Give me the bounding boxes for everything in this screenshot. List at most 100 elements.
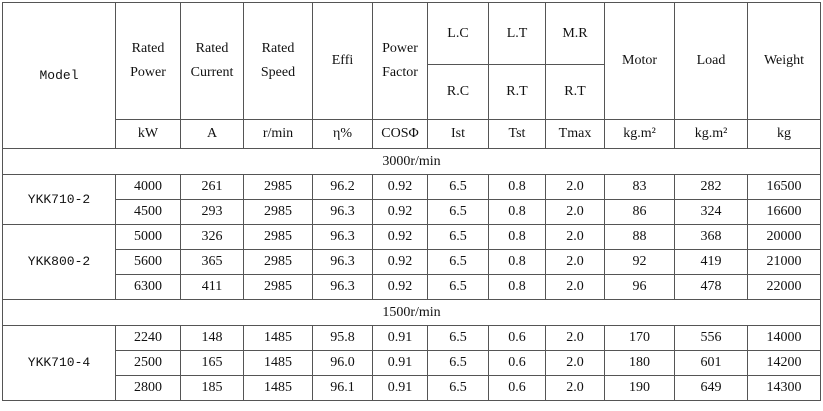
header-line: Speed bbox=[260, 65, 296, 80]
data-cell: 2.0 bbox=[545, 224, 605, 250]
data-cell: 326 bbox=[180, 224, 244, 250]
data-cell: 6.5 bbox=[427, 249, 489, 275]
data-cell: 6.5 bbox=[427, 274, 489, 300]
data-cell: 2.0 bbox=[545, 350, 605, 376]
data-cell: 2.0 bbox=[545, 375, 605, 401]
data-cell: 14200 bbox=[747, 350, 821, 376]
data-cell: 6.5 bbox=[427, 350, 489, 376]
table-row: 2800 185 1485 96.1 0.91 6.5 0.6 2.0 190 649 14300 bbox=[3, 375, 821, 401]
table-row: YKK710-4 2240 148 1485 95.8 0.91 6.5 0.6 2.0 170 5… bbox=[2, 325, 821, 401]
data-cell: 324 bbox=[674, 199, 748, 225]
data-cell: 0.6 bbox=[488, 325, 546, 351]
data-cell: 1485 bbox=[243, 325, 313, 351]
unit-cell: kg.m² bbox=[604, 119, 675, 149]
data-cell: 282 bbox=[674, 174, 748, 200]
data-cell: 0.8 bbox=[488, 224, 546, 250]
header-cell: Model bbox=[2, 2, 116, 149]
table-row: 4500 293 2985 96.3 0.92 6.5 0.8 2.0 86 324 16600 bbox=[3, 199, 821, 225]
data-cell: 0.91 bbox=[372, 375, 428, 401]
table-body: Model Rated Power Rated Current Rated Speed Eff… bbox=[2, 2, 821, 401]
unit-cell: r/min bbox=[243, 119, 313, 149]
data-cell: 2800 bbox=[115, 375, 181, 401]
data-cell: 2.0 bbox=[545, 199, 605, 225]
header-cell: M.R bbox=[545, 2, 605, 65]
header-line: Rated bbox=[131, 41, 165, 56]
data-cell: 6.5 bbox=[427, 174, 489, 200]
header-cell: Rated Current bbox=[180, 2, 244, 120]
header-cell: Weight bbox=[747, 2, 821, 120]
spec-table: Model Rated Power Rated Current Rated Speed Eff… bbox=[2, 2, 821, 401]
data-cell: 0.6 bbox=[488, 350, 546, 376]
data-cell: 6300 bbox=[115, 274, 181, 300]
header-line: Rated bbox=[261, 41, 295, 56]
header-cell: Rated Speed bbox=[243, 2, 313, 120]
data-cell: 96.1 bbox=[312, 375, 373, 401]
data-cell: 14300 bbox=[747, 375, 821, 401]
data-cell: 556 bbox=[674, 325, 748, 351]
data-cell: 0.92 bbox=[372, 224, 428, 250]
data-cell: 4500 bbox=[115, 199, 181, 225]
data-cell: 16600 bbox=[747, 199, 821, 225]
data-cell: 148 bbox=[180, 325, 244, 351]
unit-cell: η% bbox=[312, 119, 373, 149]
data-cell: 0.92 bbox=[372, 174, 428, 200]
unit-cell: Ist bbox=[427, 119, 489, 149]
data-cell: 261 bbox=[180, 174, 244, 200]
data-cell: 95.8 bbox=[312, 325, 373, 351]
data-cell: 96.3 bbox=[312, 224, 373, 250]
header-line: Rated bbox=[195, 41, 229, 56]
header-cell: L.T bbox=[488, 2, 546, 65]
unit-cell: A bbox=[180, 119, 244, 149]
data-cell: 0.8 bbox=[488, 274, 546, 300]
data-cell: 22000 bbox=[747, 274, 821, 300]
data-cell: 6.5 bbox=[427, 325, 489, 351]
data-cell: 2500 bbox=[115, 350, 181, 376]
header-line: Factor bbox=[382, 65, 418, 80]
table-row: 1500r/min bbox=[2, 299, 821, 326]
data-cell: 2.0 bbox=[545, 274, 605, 300]
data-cell: 649 bbox=[674, 375, 748, 401]
data-cell: 2.0 bbox=[545, 325, 605, 351]
data-cell: 368 bbox=[674, 224, 748, 250]
data-cell: 365 bbox=[180, 249, 244, 275]
unit-cell: Tmax bbox=[545, 119, 605, 149]
data-cell: 92 bbox=[604, 249, 675, 275]
data-cell: 0.91 bbox=[372, 325, 428, 351]
header-cell: R.T bbox=[488, 64, 546, 120]
data-cell: 0.92 bbox=[372, 274, 428, 300]
data-cell: 0.8 bbox=[488, 174, 546, 200]
data-cell: 2985 bbox=[243, 174, 313, 200]
table-row: Model Rated Power Rated Current Rated Speed Eff… bbox=[2, 2, 821, 149]
unit-cell: Tst bbox=[488, 119, 546, 149]
data-cell: 86 bbox=[604, 199, 675, 225]
data-cell: 478 bbox=[674, 274, 748, 300]
data-cell: 0.92 bbox=[372, 249, 428, 275]
data-cell: 2985 bbox=[243, 274, 313, 300]
header-cell: Effi bbox=[312, 2, 373, 120]
data-cell: 0.92 bbox=[372, 199, 428, 225]
data-cell: 0.8 bbox=[488, 249, 546, 275]
table-row: 3000r/min bbox=[2, 148, 821, 175]
section-cell: 3000r/min bbox=[2, 148, 821, 175]
header-cell: Motor bbox=[604, 2, 675, 120]
data-cell: 5000 bbox=[115, 224, 181, 250]
data-cell: 1485 bbox=[243, 350, 313, 376]
table-row: R.C R.T R.T bbox=[3, 64, 821, 120]
data-cell: 190 bbox=[604, 375, 675, 401]
header-line: Current bbox=[190, 65, 234, 80]
data-cell: 83 bbox=[604, 174, 675, 200]
data-cell: 96.3 bbox=[312, 274, 373, 300]
data-cell: 1485 bbox=[243, 375, 313, 401]
model-cell: YKK710-4 bbox=[2, 325, 116, 401]
data-cell: 419 bbox=[674, 249, 748, 275]
table-row: YKK710-2 4000 261 2985 96.2 0.92 6.5 0.8 2.0 83 28… bbox=[2, 174, 821, 225]
unit-cell: COSΦ bbox=[372, 119, 428, 149]
table-row: 2500 165 1485 96.0 0.91 6.5 0.6 2.0 180 601 14200 bbox=[3, 350, 821, 376]
data-cell: 96.2 bbox=[312, 174, 373, 200]
header-cell: Power Factor bbox=[372, 2, 428, 120]
unit-cell: kg bbox=[747, 119, 821, 149]
data-cell: 185 bbox=[180, 375, 244, 401]
header-cell: R.T bbox=[545, 64, 605, 120]
data-cell: 2985 bbox=[243, 199, 313, 225]
